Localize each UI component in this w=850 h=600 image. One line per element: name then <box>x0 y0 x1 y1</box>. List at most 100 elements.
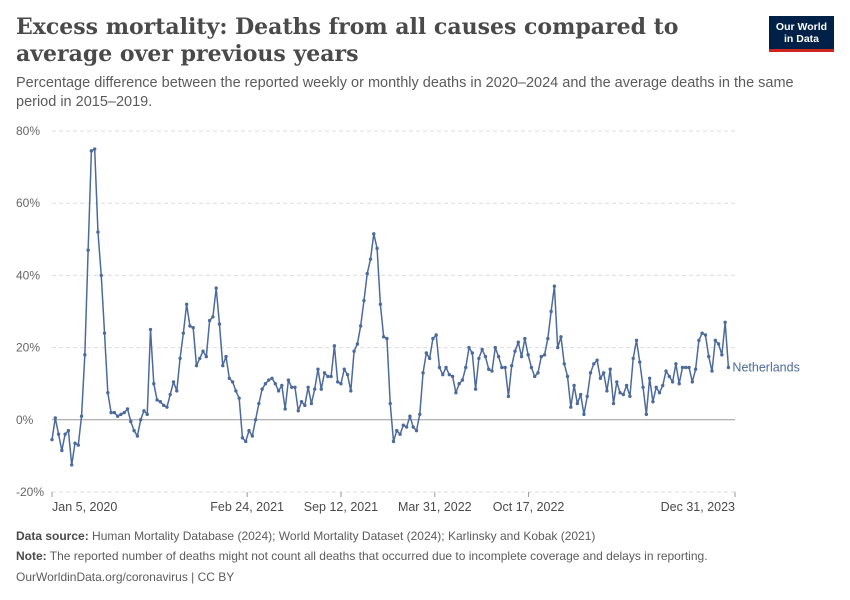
data-point <box>145 412 149 417</box>
data-point <box>109 410 113 415</box>
data-point <box>224 354 228 359</box>
data-point <box>283 407 287 411</box>
series-label-netherlands: Netherlands <box>732 360 799 374</box>
source-text: Human Mortality Database (2024); World M… <box>92 529 596 543</box>
x-tick-label: Oct 17, 2022 <box>493 500 565 514</box>
data-point <box>339 382 343 386</box>
data-point <box>299 400 304 404</box>
chart-title: Excess mortality: Deaths from all causes… <box>16 14 679 67</box>
owid-logo[interactable]: Our World in Data <box>769 16 834 52</box>
data-point <box>562 362 566 366</box>
data-point <box>332 344 337 348</box>
data-point <box>546 336 550 341</box>
data-point <box>368 257 373 261</box>
data-point <box>191 326 195 330</box>
data-point <box>414 428 419 433</box>
data-point <box>309 401 314 406</box>
data-point <box>290 385 294 390</box>
data-point <box>188 324 192 328</box>
data-point <box>703 333 708 337</box>
data-point <box>352 349 356 353</box>
data-point <box>437 365 442 370</box>
data-point <box>244 439 248 444</box>
data-point <box>138 418 143 422</box>
data-point <box>716 342 721 346</box>
logo-line-1: Our World <box>775 21 828 33</box>
data-point <box>326 374 330 379</box>
axes: -20% 0% 20% 40% 60% 80% Jan 5, 2020 Feb 24, 202… <box>16 124 736 514</box>
data-point <box>598 376 603 380</box>
y-tick-label: 0% <box>16 413 34 427</box>
data-point <box>464 365 468 370</box>
data-point <box>427 356 432 361</box>
data-point <box>267 378 271 382</box>
data-point <box>467 345 471 350</box>
data-point <box>526 353 530 357</box>
y-tick-label: 20% <box>16 341 40 355</box>
data-point <box>549 309 553 314</box>
data-point <box>408 414 412 418</box>
data-source: Data source: Human Mortality Database (2… <box>16 529 836 544</box>
data-point <box>385 336 389 341</box>
data-point <box>569 405 573 409</box>
y-tick-label: 60% <box>16 196 40 210</box>
data-point <box>631 356 635 361</box>
data-point <box>621 392 626 397</box>
data-point <box>345 372 350 377</box>
data-point <box>375 246 379 251</box>
data-point <box>273 382 277 386</box>
chart-subtitle: Percentage difference between the report… <box>16 75 794 110</box>
data-point <box>480 347 484 352</box>
data-point <box>263 382 268 386</box>
data-point <box>470 351 475 355</box>
data-point <box>687 365 691 370</box>
data-point <box>70 463 74 467</box>
data-point <box>431 336 435 341</box>
data-point <box>578 392 583 397</box>
data-point <box>270 376 274 380</box>
data-point <box>135 434 140 438</box>
data-point <box>53 416 57 420</box>
data-point <box>605 389 609 393</box>
data-point <box>204 354 209 359</box>
series-netherlands[interactable]: Netherlands <box>50 147 800 467</box>
data-point <box>667 374 672 379</box>
data-point <box>506 394 511 399</box>
data-point <box>552 284 557 288</box>
data-point <box>657 391 662 395</box>
data-point <box>280 383 284 388</box>
data-point <box>559 335 563 339</box>
data-point <box>293 385 297 390</box>
source-url[interactable]: OurWorldinData.org/coronavirus | CC BY <box>16 570 235 584</box>
data-point <box>516 340 520 344</box>
data-point <box>634 338 639 343</box>
data-point <box>349 389 353 393</box>
data-point <box>680 365 685 370</box>
data-point <box>519 354 524 359</box>
data-point <box>362 298 366 303</box>
data-point <box>106 391 110 395</box>
data-point <box>460 378 465 382</box>
data-point <box>398 432 402 436</box>
data-point <box>181 331 186 335</box>
data-point <box>592 362 596 366</box>
data-point <box>401 423 406 427</box>
data-point <box>674 362 678 366</box>
data-point <box>201 349 205 353</box>
data-point <box>247 428 251 433</box>
data-point <box>434 333 438 337</box>
data-point <box>441 372 445 377</box>
data-point <box>588 371 593 375</box>
data-point <box>565 374 570 379</box>
data-point <box>677 382 681 386</box>
data-point <box>483 354 488 359</box>
data-point <box>651 400 655 404</box>
data-point <box>644 412 649 417</box>
data-point <box>342 367 346 371</box>
x-tick-label: Sep 12, 2021 <box>304 500 378 514</box>
y-tick-label: -20% <box>16 485 44 499</box>
data-point <box>601 371 606 375</box>
data-point <box>129 419 133 424</box>
data-point <box>378 302 383 306</box>
